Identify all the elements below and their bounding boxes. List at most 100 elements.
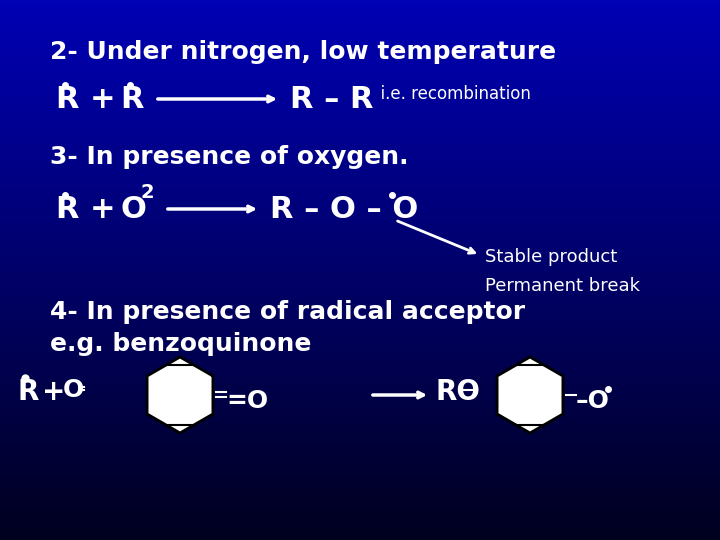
Bar [0,232,720,238]
Text: 4- In presence of radical acceptor: 4- In presence of radical acceptor [50,300,525,324]
Text: 2: 2 [140,183,153,202]
Bar [0,378,720,383]
Text: +: + [42,378,66,406]
Text: RO: RO [435,378,480,406]
Bar [0,464,720,470]
Bar [0,108,720,113]
Bar [0,162,720,167]
Bar [0,65,720,70]
Bar [0,313,720,319]
Bar [0,459,720,464]
Polygon shape [497,357,563,433]
Bar [0,173,720,178]
Bar [0,367,720,373]
Bar [0,16,720,22]
Bar [0,5,720,11]
Bar [0,81,720,86]
Bar [0,43,720,49]
Polygon shape [147,357,213,433]
Bar [0,59,720,65]
Bar [0,448,720,454]
Bar [0,130,720,135]
Bar [0,265,720,270]
Text: R – O – O: R – O – O [270,195,418,224]
Bar [0,238,720,243]
Text: O: O [120,195,146,224]
Bar [0,32,720,38]
Bar [0,0,720,5]
Bar [0,394,720,400]
Bar [0,11,720,16]
Bar [0,157,720,162]
Bar [0,481,720,486]
Bar [0,259,720,265]
Bar [0,470,720,475]
Bar [0,508,720,513]
Bar [0,400,720,405]
Bar [0,443,720,448]
Bar [0,281,720,286]
Bar [0,340,720,346]
Bar [0,27,720,32]
Bar [0,432,720,437]
Bar [0,329,720,335]
Bar [0,211,720,216]
Bar [0,135,720,140]
Bar [0,221,720,227]
Bar [0,227,720,232]
Text: R: R [18,378,40,406]
Bar [0,454,720,459]
Bar [0,513,720,518]
Text: –O: –O [576,389,610,413]
Bar [0,421,720,427]
Bar [0,38,720,43]
Text: R: R [55,85,78,114]
Bar [0,475,720,481]
Bar [0,49,720,54]
Bar [0,189,720,194]
Text: R – R: R – R [290,85,374,114]
Bar [0,292,720,297]
Bar [0,254,720,259]
Bar [0,200,720,205]
Text: O: O [63,378,84,402]
Bar [0,497,720,502]
Bar [0,308,720,313]
Text: R: R [120,85,143,114]
Bar [0,22,720,27]
Bar [0,535,720,540]
Bar [0,319,720,324]
Bar [0,119,720,124]
Text: e.g. benzoquinone: e.g. benzoquinone [50,332,311,356]
Text: Stable product: Stable product [485,248,617,266]
Bar [0,491,720,497]
Bar [0,524,720,529]
Bar [0,243,720,248]
Bar [0,194,720,200]
Bar [0,124,720,130]
Text: +: + [90,85,116,114]
Bar [0,178,720,184]
Text: =O: =O [226,389,268,413]
Bar [0,437,720,443]
Bar [0,184,720,189]
Bar [0,389,720,394]
Bar [0,346,720,351]
Bar [0,70,720,76]
Bar [0,216,720,221]
Bar [0,76,720,81]
Text: i.e. recombination: i.e. recombination [370,85,531,103]
Bar [0,167,720,173]
Bar [0,286,720,292]
Bar [0,302,720,308]
Bar [0,502,720,508]
Bar [0,270,720,275]
Bar [0,416,720,421]
Bar [0,248,720,254]
Bar [0,151,720,157]
Text: 3- In presence of oxygen.: 3- In presence of oxygen. [50,145,408,169]
Bar [0,356,720,362]
Text: Permanent break: Permanent break [485,277,640,295]
Bar [0,427,720,432]
Bar [0,86,720,92]
